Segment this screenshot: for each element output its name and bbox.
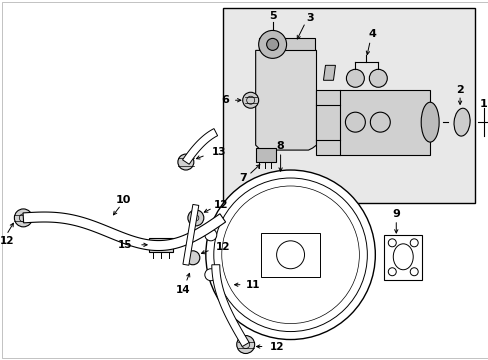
Circle shape: [387, 268, 395, 276]
Circle shape: [242, 92, 258, 108]
Text: 2: 2: [455, 85, 463, 95]
Polygon shape: [260, 233, 320, 277]
Text: 5: 5: [268, 12, 276, 22]
Polygon shape: [316, 90, 429, 155]
Circle shape: [368, 69, 386, 87]
Text: 14: 14: [175, 285, 190, 295]
Bar: [223, 9, 474, 203]
Circle shape: [387, 239, 395, 247]
Circle shape: [178, 154, 193, 170]
Ellipse shape: [392, 244, 412, 270]
Text: 12: 12: [213, 200, 227, 210]
Circle shape: [276, 241, 304, 269]
Text: 8: 8: [276, 141, 284, 151]
Text: 10: 10: [115, 195, 130, 205]
Text: 13: 13: [211, 147, 225, 157]
Text: 3: 3: [306, 13, 314, 23]
Circle shape: [204, 229, 216, 241]
Circle shape: [258, 31, 286, 58]
Polygon shape: [255, 148, 275, 162]
Polygon shape: [258, 39, 314, 50]
Text: 12: 12: [0, 236, 15, 246]
Text: 6: 6: [221, 95, 228, 105]
Circle shape: [204, 269, 216, 281]
Polygon shape: [211, 265, 248, 347]
Text: 12: 12: [215, 242, 229, 252]
Circle shape: [266, 39, 278, 50]
Text: 9: 9: [391, 209, 399, 219]
Circle shape: [409, 268, 417, 276]
Text: 12: 12: [269, 342, 283, 351]
Text: 15: 15: [118, 240, 132, 250]
Polygon shape: [149, 238, 173, 252]
Text: 11: 11: [245, 280, 260, 290]
Polygon shape: [255, 50, 316, 150]
Circle shape: [187, 210, 203, 226]
Polygon shape: [183, 204, 199, 265]
Circle shape: [14, 209, 32, 227]
Circle shape: [185, 251, 200, 265]
Polygon shape: [23, 212, 225, 251]
Circle shape: [345, 112, 365, 132]
Text: 7: 7: [238, 173, 246, 183]
Circle shape: [409, 239, 417, 247]
Text: 4: 4: [367, 30, 375, 40]
Circle shape: [346, 69, 364, 87]
Circle shape: [369, 112, 389, 132]
Circle shape: [205, 170, 375, 339]
Polygon shape: [384, 235, 421, 280]
Text: 1: 1: [479, 99, 487, 109]
Ellipse shape: [453, 108, 469, 136]
Polygon shape: [182, 129, 217, 164]
Circle shape: [236, 336, 254, 354]
Ellipse shape: [420, 102, 438, 142]
Polygon shape: [323, 65, 335, 80]
